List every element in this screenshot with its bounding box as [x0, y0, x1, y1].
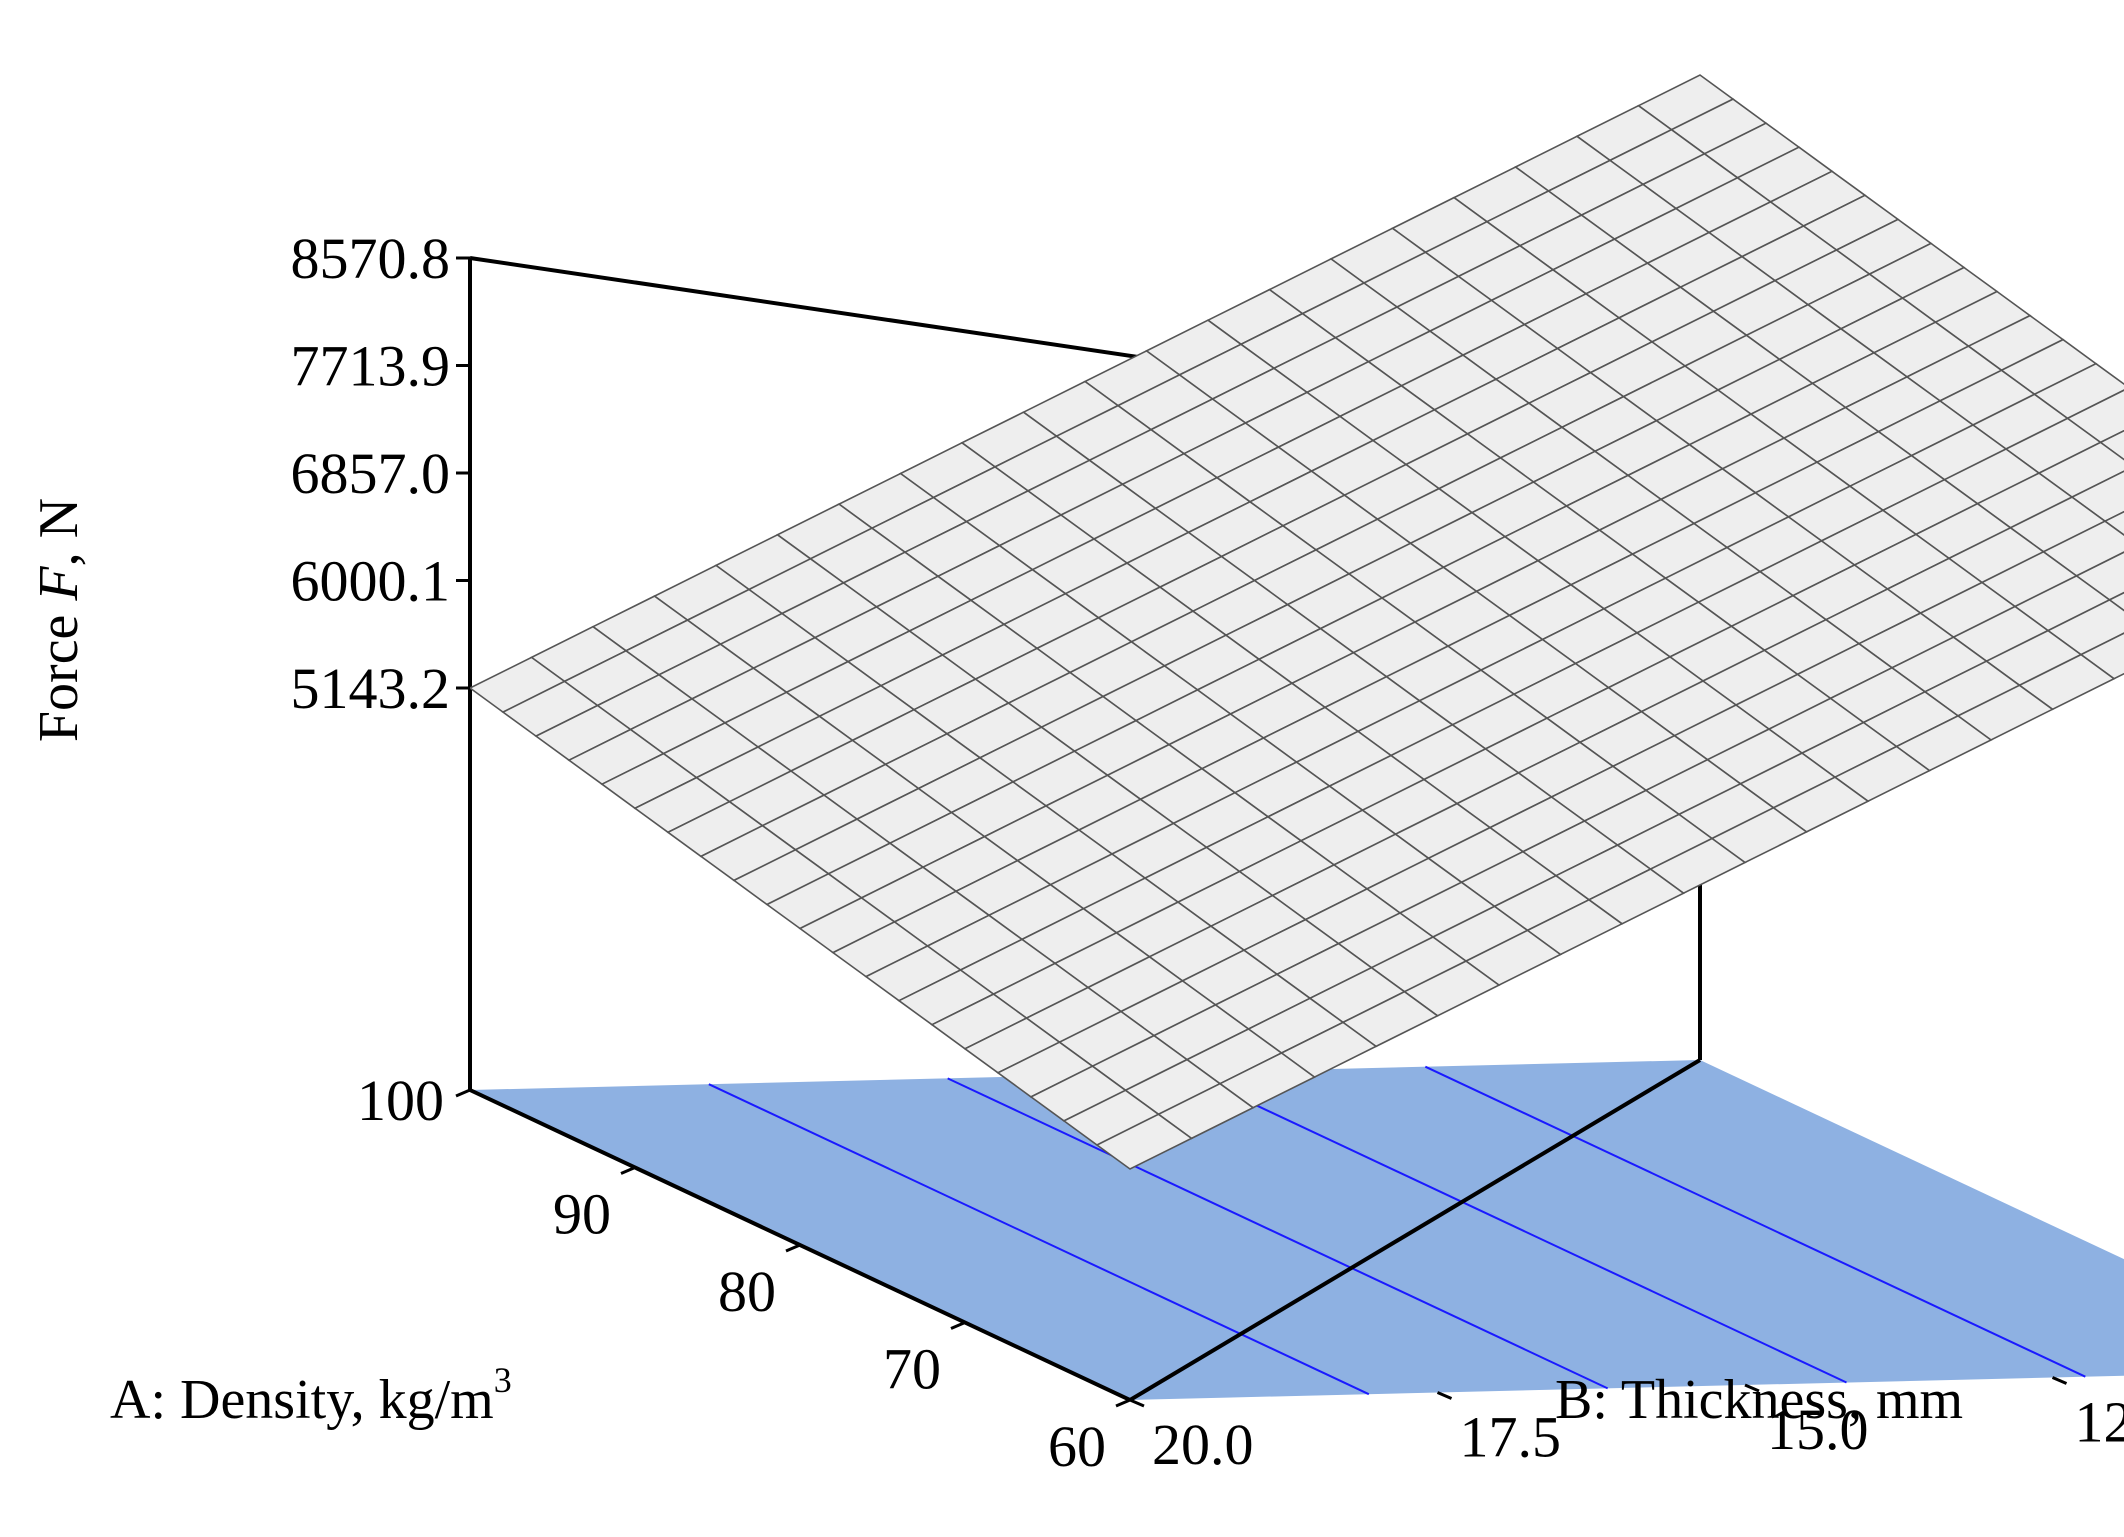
x-tick-mark [950, 1321, 966, 1330]
axis-tick-labels: 5143.2 6000.1 6857.0 7713.9 8570.8 60 70 80 90 10… [291, 226, 2124, 1479]
floor-plane [470, 1060, 2124, 1400]
axis-tick-marks [455, 256, 2068, 1408]
surface-cell [2103, 510, 2124, 537]
floor-contour-line [1186, 1071, 1847, 1384]
x-tick-label: 60 [1048, 1414, 1106, 1479]
floor-contour-line [1424, 1065, 2086, 1378]
y-tick-mark [1436, 1391, 1453, 1400]
floor-edge-thickness [1128, 1058, 1702, 1402]
x-tick-label: 90 [553, 1182, 611, 1247]
surface-cell [1095, 1113, 1194, 1170]
x-tick-label: 70 [883, 1337, 941, 1402]
y-tick-label: 12.5 [2075, 1390, 2124, 1455]
floor-contour-line [947, 1077, 1609, 1390]
surface-cell [2107, 591, 2124, 612]
x-tick-mark [1115, 1398, 1131, 1408]
y-tick-label: 15.0 [1767, 1397, 1869, 1462]
x-axis-title: A: Density, kg/m3 [110, 1360, 512, 1431]
y-tick-label: 20.0 [1152, 1412, 1254, 1477]
floor-contour-line [708, 1083, 1370, 1396]
x-tick-mark [620, 1166, 636, 1175]
z-tick-label: 8570.8 [291, 226, 451, 291]
z-tick-label: 6000.1 [291, 549, 451, 614]
y-tick-label: 17.5 [1460, 1405, 1562, 1470]
x-tick-mark [785, 1243, 801, 1253]
response-surface-mesh [468, 74, 2124, 1170]
z-tick-label: 5143.2 [291, 656, 451, 721]
y-tick-mark [1744, 1383, 1760, 1393]
x-tick-mark [455, 1088, 471, 1098]
floor-fill [470, 1060, 2124, 1400]
z-tick-label: 7713.9 [291, 334, 451, 399]
y-tick-mark [1129, 1398, 1145, 1408]
z-axis-title: Force F, N [28, 498, 90, 742]
y-tick-mark [2051, 1376, 2068, 1385]
x-tick-label: 80 [718, 1259, 776, 1324]
y-axis-title: B: Thickness, mm [1555, 1369, 1963, 1431]
x-tick-label: 100 [357, 1068, 444, 1133]
z-tick-label: 6857.0 [291, 441, 451, 506]
